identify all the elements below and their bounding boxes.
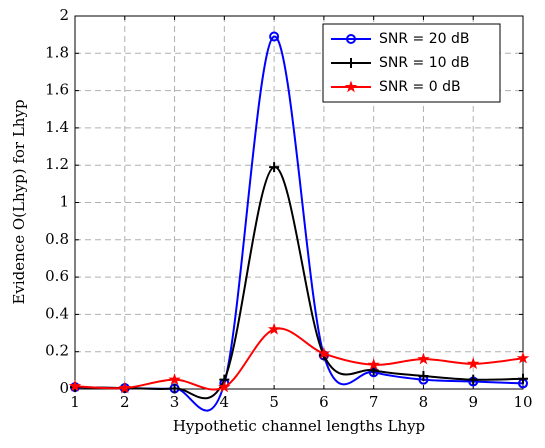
- x-axis-label: Hypothetic channel lengths Lhyp: [173, 417, 425, 435]
- x-tick-label: 5: [269, 393, 279, 411]
- marker: [418, 370, 429, 381]
- y-tick-label: 1.2: [45, 155, 69, 173]
- y-tick-label: 1: [59, 193, 69, 211]
- marker: [169, 383, 180, 394]
- y-tick-label: 1.4: [45, 118, 69, 136]
- marker: [344, 80, 358, 93]
- marker: [68, 379, 82, 392]
- legend-label: SNR = 10 dB: [379, 55, 469, 71]
- x-tick-label: 3: [170, 393, 180, 411]
- x-tick-label: 10: [513, 393, 532, 411]
- x-tick-label: 1: [70, 393, 80, 411]
- y-tick-label: 1.6: [45, 81, 69, 99]
- x-tick-label: 9: [468, 393, 478, 411]
- marker: [346, 58, 356, 68]
- plot-frame: [74, 15, 524, 390]
- marker: [417, 352, 430, 365]
- y-tick-label: 0.4: [45, 304, 69, 322]
- legend-label: SNR = 0 dB: [379, 79, 461, 95]
- marker: [267, 322, 281, 335]
- marker: [468, 374, 479, 385]
- marker: [516, 351, 530, 364]
- series-line: [74, 166, 524, 400]
- marker: [346, 34, 356, 44]
- marker: [118, 381, 131, 394]
- y-tick-label: 1.8: [45, 43, 69, 61]
- marker: [317, 347, 331, 359]
- y-axis-label: Evidence O(Lhyp) for Lhyp: [10, 99, 28, 304]
- marker: [367, 358, 380, 371]
- legend: SNR = 20 dB SNR = 10 dB SNR = 0 dB: [322, 23, 501, 103]
- y-tick-label: 0.2: [45, 342, 69, 360]
- y-tick-label: 0.6: [45, 267, 69, 285]
- x-tick-label: 7: [369, 393, 379, 411]
- y-tick-label: 0: [59, 379, 69, 397]
- marker: [269, 162, 280, 173]
- y-tick-label: 2: [59, 6, 69, 24]
- x-tick-label: 4: [220, 393, 230, 411]
- marker: [518, 373, 528, 384]
- marker: [269, 31, 280, 42]
- x-tick-label: 8: [419, 393, 429, 411]
- marker: [168, 373, 181, 385]
- x-tick-label: 2: [120, 393, 130, 411]
- marker: [467, 357, 480, 370]
- legend-label: SNR = 20 dB: [379, 31, 469, 47]
- marker: [218, 380, 231, 393]
- y-tick-label: 0.8: [45, 230, 69, 248]
- series-line: [74, 327, 524, 391]
- x-tick-label: 6: [319, 393, 329, 411]
